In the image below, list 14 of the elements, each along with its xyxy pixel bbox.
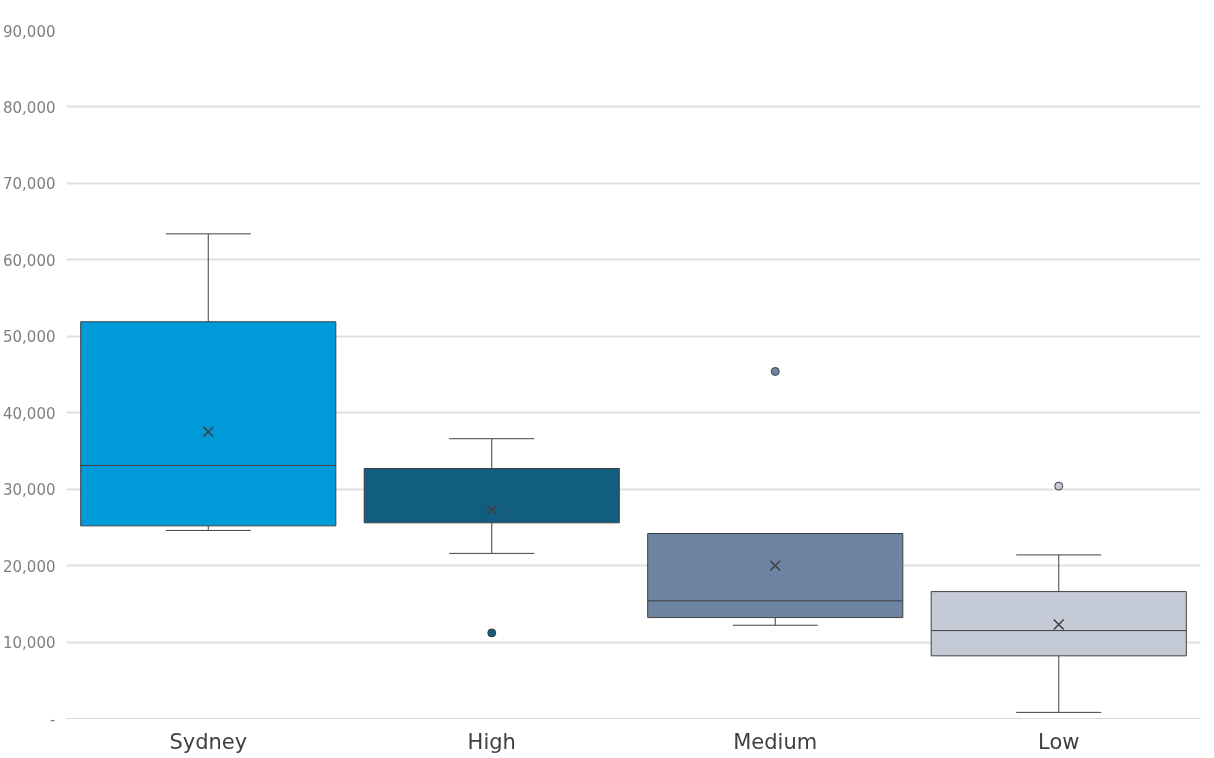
- x-tick-label: Low: [1038, 729, 1080, 754]
- y-tick-label: 50,000: [3, 328, 56, 347]
- y-tick-label: 40,000: [3, 404, 56, 423]
- y-tick-label: 30,000: [3, 481, 56, 500]
- y-tick-label: 20,000: [3, 557, 56, 576]
- y-tick-label: 10,000: [3, 634, 56, 653]
- x-tick-label: High: [467, 729, 516, 754]
- y-tick-label: 70,000: [3, 175, 56, 194]
- x-tick-label: Sydney: [169, 729, 248, 754]
- x-tick-label: Medium: [733, 729, 818, 754]
- y-tick-label: -: [50, 710, 56, 729]
- y-tick-label: 80,000: [3, 98, 56, 117]
- y-tick-label: 60,000: [3, 251, 56, 270]
- y-tick-label: 90,000: [3, 22, 56, 41]
